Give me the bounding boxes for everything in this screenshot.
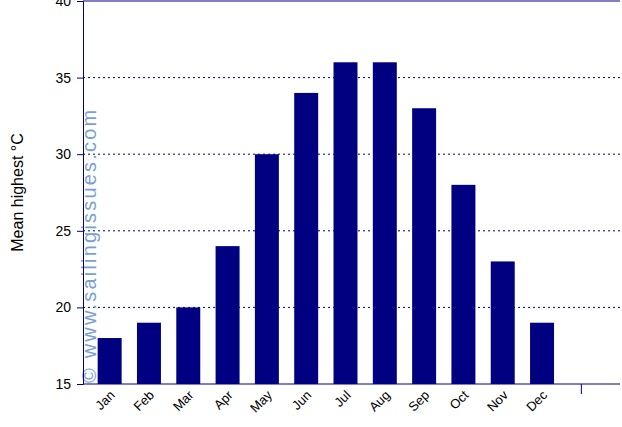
x-tick: Jan xyxy=(92,384,117,413)
y-tick-mark xyxy=(77,1,83,2)
y-axis-line xyxy=(77,2,84,385)
y-tick-label: 30 xyxy=(55,146,71,162)
bar xyxy=(412,108,436,384)
x-tick-label: Jan xyxy=(92,388,117,413)
x-tick-label: Jun xyxy=(289,388,314,413)
bars xyxy=(98,62,554,384)
bar xyxy=(334,62,358,384)
x-tick-label: Mar xyxy=(170,387,197,414)
bar xyxy=(98,338,122,384)
bar xyxy=(255,154,279,384)
y-tick: 20 xyxy=(55,299,83,315)
bar xyxy=(294,93,318,384)
x-tick: May xyxy=(247,384,275,415)
x-tick-label: Jul xyxy=(331,387,353,409)
bar xyxy=(216,246,240,384)
y-tick-label: 40 xyxy=(55,0,71,9)
bar xyxy=(137,323,161,384)
x-tick-label: Oct xyxy=(447,387,472,412)
y-tick-label: 20 xyxy=(55,299,71,315)
y-tick-label: 35 xyxy=(55,70,71,86)
x-tick-label: Nov xyxy=(484,387,511,414)
y-tick-mark xyxy=(77,154,83,155)
y-tick: 40 xyxy=(55,0,83,9)
y-tick-mark xyxy=(77,78,83,79)
x-tick-label: Aug xyxy=(366,388,393,415)
y-tick: 30 xyxy=(55,146,83,162)
x-tick xyxy=(581,384,582,394)
x-tick: Jul xyxy=(331,384,353,410)
x-tick: Dec xyxy=(523,384,550,414)
watermark: © www.sailingissues.com xyxy=(78,108,100,383)
y-tick-mark xyxy=(77,307,83,308)
chart: © www.sailingissues.com 15 20 25 30 35 40 Jan Fe… xyxy=(0,0,622,427)
bar xyxy=(176,307,200,384)
y-tick: 25 xyxy=(55,223,83,239)
bar xyxy=(373,62,397,384)
x-tick: Sep xyxy=(405,384,432,414)
bar xyxy=(530,323,554,384)
x-tick: Mar xyxy=(170,384,197,414)
bar xyxy=(491,261,515,384)
y-axis-title: Mean highest °C xyxy=(9,133,26,251)
y-tick-mark xyxy=(77,384,83,385)
x-tick-label: Apr xyxy=(211,387,236,412)
bar xyxy=(451,185,475,384)
y-tick: 15 xyxy=(55,376,83,392)
x-tick: Nov xyxy=(484,384,511,414)
x-axis-line xyxy=(83,384,620,385)
x-tick: Feb xyxy=(131,384,157,414)
y-axis: 15 20 25 30 35 40 xyxy=(55,0,83,392)
y-tick-mark xyxy=(77,231,83,232)
x-tick-mark xyxy=(581,384,582,394)
x-tick: Apr xyxy=(211,384,236,412)
grid-line xyxy=(83,1,620,2)
x-tick-label: Sep xyxy=(405,388,432,415)
x-axis: Jan Feb Mar Apr May Jun Jul Aug Sep Oct Nov Dec xyxy=(83,384,620,415)
x-tick-label: Feb xyxy=(131,388,157,414)
y-tick: 35 xyxy=(55,70,83,86)
x-tick: Aug xyxy=(366,384,393,414)
x-tick-label: May xyxy=(247,387,275,415)
x-tick: Jun xyxy=(289,384,314,413)
y-tick-label: 25 xyxy=(55,223,71,239)
y-tick-label: 15 xyxy=(55,376,71,392)
x-tick-label: Dec xyxy=(523,387,550,414)
x-tick: Oct xyxy=(447,384,472,412)
